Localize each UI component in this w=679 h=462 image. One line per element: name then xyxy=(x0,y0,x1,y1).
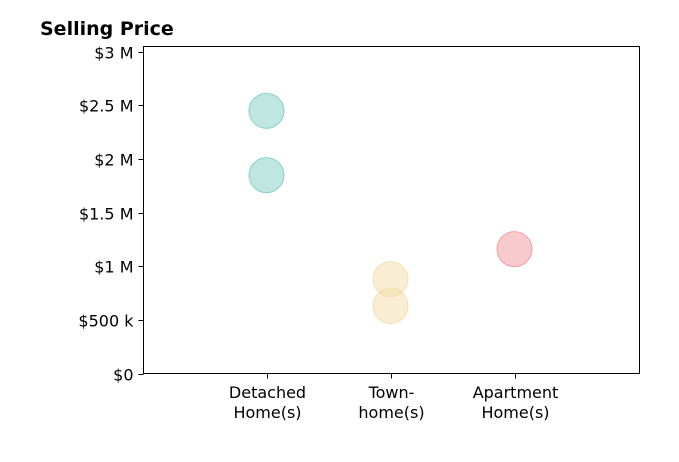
y-tick-label: $2 M xyxy=(94,151,133,170)
data-point xyxy=(496,231,533,268)
y-tick-label: $3 M xyxy=(94,44,133,63)
y-axis: $0 $500 k $1 M $1.5 M $2 M $2.5 M $3 M xyxy=(78,44,144,385)
plot-frame xyxy=(143,46,640,374)
chart-title: Selling Price xyxy=(40,18,174,40)
x-tick-label: Detached Home(s) xyxy=(229,383,306,422)
y-tick-label: $2.5 M xyxy=(79,97,134,116)
x-tick-label: Apartment Home(s) xyxy=(473,383,559,422)
y-tick-label: $1 M xyxy=(94,258,133,277)
y-tick-label: $500 k xyxy=(78,312,134,331)
data-points xyxy=(248,92,533,324)
data-point xyxy=(248,92,285,129)
data-point xyxy=(248,157,285,194)
y-tick-label: $1.5 M xyxy=(79,205,134,224)
data-point xyxy=(372,287,409,324)
x-tick-label: Town-home(s) xyxy=(358,383,424,422)
x-axis: Detached Home(s) Town-home(s) Apartment Home… xyxy=(229,373,559,422)
y-tick-label: $0 xyxy=(113,366,133,385)
